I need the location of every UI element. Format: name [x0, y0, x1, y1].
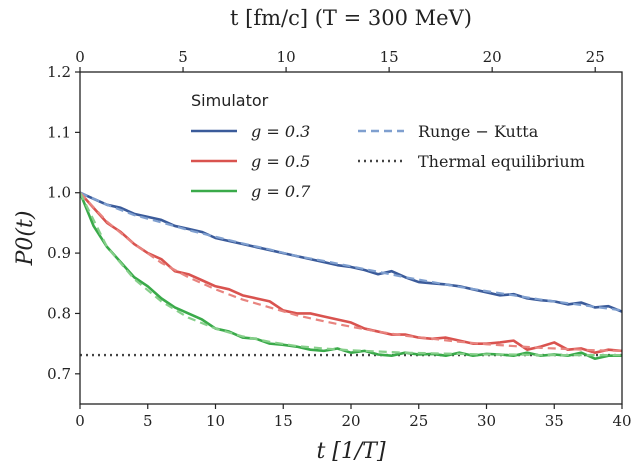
x-tick-label: 25: [409, 412, 428, 430]
bottom-x-axis: 0 5 10 15 20 25 30 35 40: [75, 404, 632, 430]
legend-label-g03: g = 0.3: [251, 122, 310, 141]
y-tick-label: 1.1: [47, 123, 71, 141]
x-tick-label: 5: [143, 412, 153, 430]
x-axis-label: t [1/T]: [316, 439, 386, 464]
top-x-tick-label: 10: [277, 48, 296, 66]
x-tick-label: 0: [75, 412, 85, 430]
y-tick-label: 1.2: [47, 63, 71, 81]
top-x-tick-label: 25: [586, 48, 605, 66]
top-x-axis-label: t [fm/c] (T = 300 MeV): [230, 6, 472, 30]
x-tick-label: 15: [274, 412, 293, 430]
y-tick-label: 1.0: [47, 184, 71, 202]
top-x-axis: 0 5 10 15 20 25: [75, 48, 605, 72]
x-tick-label: 10: [206, 412, 225, 430]
legend-label-runge-kutta: Runge − Kutta: [418, 122, 539, 141]
simulator-line-1: [80, 191, 622, 354]
x-tick-label: 35: [545, 412, 564, 430]
top-x-tick-label: 20: [483, 48, 502, 66]
runge-kutta-line-2: [80, 192, 622, 357]
legend-title: Simulator: [191, 91, 269, 110]
runge-kutta-line-1: [80, 191, 622, 352]
legend-label-g05: g = 0.5: [251, 152, 310, 171]
simulator-line-2: [80, 192, 622, 361]
y-axis: 0.7 0.8 0.9 1.0 1.1 1.2: [47, 63, 80, 383]
x-tick-label: 40: [612, 412, 631, 430]
y-tick-label: 0.7: [47, 365, 71, 383]
legend-label-g07: g = 0.7: [251, 182, 311, 201]
x-tick-label: 30: [477, 412, 496, 430]
top-x-tick-label: 5: [178, 48, 188, 66]
top-x-tick-label: 15: [380, 48, 399, 66]
runge-kutta-line-0: [80, 191, 622, 312]
legend: Simulator g = 0.3 g = 0.5 g = 0.7 Runge …: [191, 91, 585, 201]
simulator-line-0: [80, 191, 622, 313]
top-x-tick-label: 0: [75, 48, 85, 66]
data-lines: [80, 191, 622, 361]
y-axis-label-text: P0(t): [13, 211, 38, 267]
y-tick-label: 0.8: [47, 304, 71, 322]
x-tick-label: 20: [341, 412, 360, 430]
legend-label-thermal: Thermal equilibrium: [418, 152, 585, 171]
top-x-axis-label-text: t [fm/c] (T = 300 MeV): [230, 6, 472, 30]
x-axis-label-text: t [1/T]: [316, 439, 386, 464]
y-axis-label: P0(t): [13, 211, 38, 267]
y-tick-label: 0.9: [47, 244, 71, 262]
